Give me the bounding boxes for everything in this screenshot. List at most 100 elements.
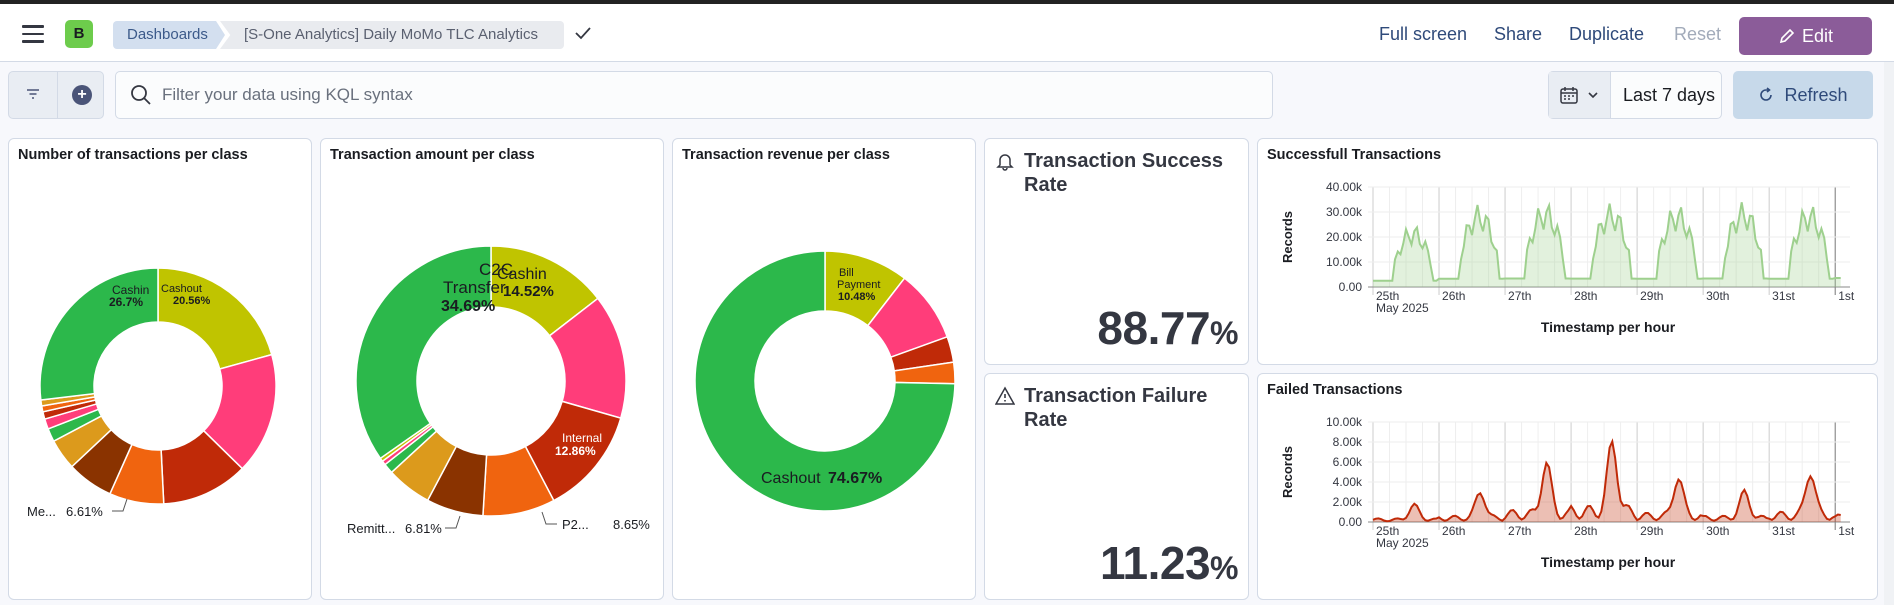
panel-revenue-per-class: Transaction revenue per class Bill Paymen… [672,138,976,600]
quick-select[interactable] [1549,72,1611,118]
edit-label: Edit [1801,26,1834,46]
x-tick-label: 29th [1640,289,1663,303]
panel-successful-transactions: Successfull Transactions 25th 26th 27th 28t… [1257,138,1878,365]
kql-search-box[interactable] [115,71,1273,119]
outside-label-value: 8.65% [613,517,650,532]
y-axis-title: Records [1280,446,1295,498]
series-line [1373,201,1841,282]
area-chart-successful: 25th 26th 27th 28th 29th 30th 31st 1st May 2025 0… [1280,180,1855,335]
y-tick-label: 0.00 [1339,515,1363,529]
outside-label-name: P2... [562,517,589,532]
search-input[interactable] [162,80,1262,110]
metric-number: 11.23 [1099,537,1211,589]
panel-title: Transaction amount per class [330,147,535,163]
y-tick-label: 4.00k [1333,475,1363,489]
slice-label: Internal [562,431,602,445]
outside-label-name: Me... [27,504,56,519]
y-axis-title: Records [1280,211,1295,263]
y-tick-label: 10.00k [1326,255,1363,269]
y-tick-label: 2.00k [1333,495,1363,509]
pie-slice [355,245,492,460]
leader-line [541,511,557,525]
x-sub-label: May 2025 [1376,536,1429,550]
reset-button[interactable]: Reset [1674,24,1722,44]
panel-amount-per-class: Transaction amount per class C2C Transfer… [320,138,664,600]
y-tick-label: 30.00k [1326,205,1363,219]
slice-value: 26.7% [109,295,143,309]
x-tick-label: 31st [1772,524,1795,538]
series-line [1372,438,1841,523]
share-button[interactable]: Share [1494,24,1543,44]
page-scrollbar[interactable] [1884,62,1894,605]
slice-label: Bill [839,267,854,279]
edit-button[interactable]: Edit [1739,17,1872,55]
duplicate-button[interactable]: Duplicate [1569,24,1645,44]
slice-label: Transfer [443,278,506,297]
outside-label-value: 6.61% [66,504,103,519]
x-tick-label: 25th [1376,289,1399,303]
refresh-label: Refresh [1784,85,1848,105]
pie-slice [39,267,159,401]
slice-label: Cashin [112,283,149,297]
breadcrumb-dashboards[interactable]: Dashboards [113,21,225,49]
chevron-down-icon [1588,92,1598,99]
refresh-icon [1760,87,1773,101]
metric-unit: % [1210,315,1238,351]
menu-icon[interactable] [22,25,44,43]
metric-title: Transaction Success Rate [1024,150,1223,196]
filter-controls: + [8,71,104,119]
check-icon[interactable] [574,24,592,42]
metric-value: 88.77% [1097,301,1238,355]
full-screen-button[interactable]: Full screen [1379,24,1468,44]
metric-title: Transaction Failure Rate [1024,385,1208,431]
leader-line [445,515,461,529]
warning-icon [995,386,1015,405]
panel-title: Transaction revenue per class [682,147,890,163]
refresh-button[interactable]: Refresh [1733,71,1873,119]
slice-value: 20.56% [173,295,211,307]
slice-value: 12.86% [555,444,596,458]
x-tick-label: 28th [1574,524,1597,538]
outside-label-name: Remitt... [347,521,395,536]
slice-label: C2C [479,260,513,279]
calendar-icon [1560,87,1578,104]
space-avatar[interactable]: B [65,20,93,48]
metric-number: 88.77 [1097,302,1211,354]
x-tick-label: 29th [1640,524,1663,538]
x-tick-label: 27th [1508,524,1531,538]
panel-title: Failed Transactions [1267,382,1403,398]
y-tick-label: 6.00k [1333,455,1363,469]
metric-unit: % [1210,550,1238,586]
slice-label: Payment [837,279,880,291]
y-tick-label: 8.00k [1333,435,1363,449]
add-filter-icon[interactable]: + [72,85,92,105]
x-sub-label: May 2025 [1376,301,1429,315]
y-tick-label: 20.00k [1326,230,1363,244]
x-tick-label: 30th [1706,289,1729,303]
area-fill [1373,441,1841,522]
panel-failure-rate: Transaction Failure Rate 11.23% [984,373,1249,600]
y-tick-label: 0.00 [1339,280,1363,294]
pie-slice [694,250,956,512]
panel-title: Number of transactions per class [18,147,248,163]
panel-failed-transactions: Failed Transactions 25th 26th 27th 28th 29th… [1257,373,1878,600]
x-tick-label: 28th [1574,289,1597,303]
leader-line [112,498,128,512]
slice-value: 14.52% [503,283,554,300]
slice-label: Cashin [497,266,547,283]
x-tick-label: 25th [1376,524,1399,538]
slice-value: 10.48% [838,291,876,303]
date-range-label[interactable]: Last 7 days [1623,85,1716,105]
filter-menu-icon[interactable] [26,88,40,100]
top-navigation-bar: B Dashboards [S-One Analytics] Daily MoM… [0,0,1894,62]
slice-label: Cashout [161,283,202,295]
date-picker[interactable]: Last 7 days [1548,71,1722,119]
panel-success-rate: Transaction Success Rate 88.77% [984,138,1249,365]
slice-value: 74.67% [828,470,882,487]
y-tick-label: 40.00k [1326,180,1363,194]
panel-title: Successfull Transactions [1267,147,1442,163]
x-tick-label: 1st [1838,524,1855,538]
